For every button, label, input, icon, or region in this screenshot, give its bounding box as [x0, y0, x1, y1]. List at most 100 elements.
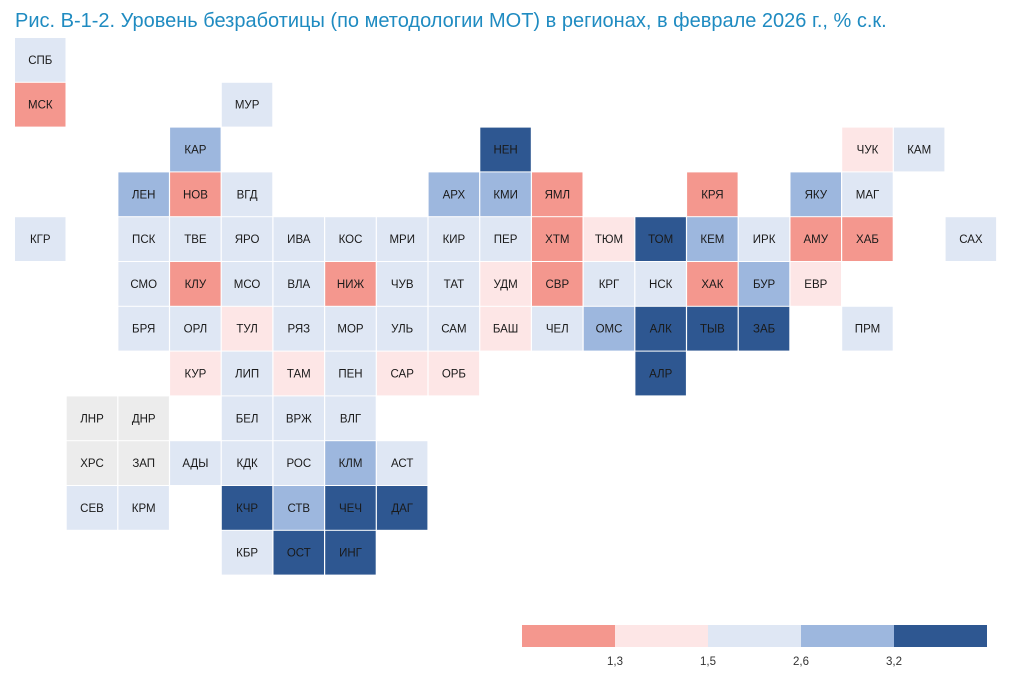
region-tile-rect	[170, 217, 221, 261]
region-tile-rect	[842, 127, 893, 172]
region-tile-СВР: СВР	[532, 262, 583, 306]
region-label: РЯЗ	[287, 324, 310, 336]
region-label: ТУЛ	[236, 324, 258, 336]
region-tile-rect	[66, 441, 118, 485]
region-tile-rect	[221, 172, 273, 217]
region-label: НЕН	[493, 145, 517, 157]
region-label: ЧЕЧ	[339, 503, 362, 515]
region-tile-ЛНР: ЛНР	[66, 396, 118, 441]
region-tile-rect	[687, 172, 738, 217]
region-tile-ПЕР: ПЕР	[480, 217, 531, 261]
tile-grid: СПБ МСК МУР КАР НЕН ЧУК КАМ ЛЕН НОВ ВГД АРХ КМИ ЯМЛ К…	[15, 38, 997, 575]
region-label: ТАТ	[444, 279, 464, 291]
region-tile-ВЛА: ВЛА	[273, 262, 324, 306]
region-tile-rect	[635, 217, 686, 261]
region-label: ЗАП	[132, 458, 155, 470]
region-tile-ВРЖ: ВРЖ	[273, 396, 324, 441]
region-label: САХ	[959, 234, 983, 246]
region-tile-ЯРО: ЯРО	[221, 217, 273, 261]
region-tile-ПРМ: ПРМ	[842, 306, 893, 351]
region-label: ПЕН	[338, 369, 362, 381]
legend-swatch-4	[801, 625, 894, 647]
region-tile-ДАГ: ДАГ	[376, 486, 428, 530]
region-label: САМ	[441, 324, 466, 336]
region-label: КРЯ	[701, 189, 723, 201]
region-label: ТАМ	[287, 369, 311, 381]
region-tile-rect	[273, 262, 324, 306]
region-tile-rect	[635, 351, 686, 396]
region-label: ХТМ	[545, 234, 569, 246]
region-tile-ЯКУ: ЯКУ	[790, 172, 841, 217]
region-label: АСТ	[391, 458, 413, 470]
region-label: ЧЕЛ	[546, 324, 569, 336]
region-tile-rect	[118, 486, 169, 530]
region-tile-rect	[325, 262, 376, 306]
region-tile-rect	[480, 172, 531, 217]
region-label: МОР	[337, 324, 364, 336]
region-tile-rect	[170, 172, 221, 217]
region-tile-rect	[376, 306, 428, 351]
region-tile-rect	[118, 441, 169, 485]
region-tile-РЯЗ: РЯЗ	[273, 306, 324, 351]
region-label: НОВ	[183, 189, 208, 201]
region-tile-ХАК: ХАК	[687, 262, 738, 306]
region-tile-МРИ: МРИ	[376, 217, 428, 261]
region-tile-rect	[687, 262, 738, 306]
region-tile-ХРС: ХРС	[66, 441, 118, 485]
legend-tick-label: 1,3	[607, 656, 623, 668]
region-tile-rect	[376, 351, 428, 396]
region-tile-rect	[273, 351, 324, 396]
region-label: БУР	[753, 279, 776, 291]
region-tile-rect	[428, 306, 480, 351]
region-tile-КРМ: КРМ	[118, 486, 169, 530]
region-label: СТВ	[287, 503, 310, 515]
region-tile-rect	[842, 217, 893, 261]
region-tile-АРХ: АРХ	[428, 172, 480, 217]
region-label: МРИ	[389, 234, 415, 246]
region-tile-rect	[66, 396, 118, 441]
region-tile-БУР: БУР	[738, 262, 790, 306]
region-tile-БАШ: БАШ	[480, 306, 531, 351]
region-label: УДМ	[494, 279, 518, 291]
region-tile-БРЯ: БРЯ	[118, 306, 169, 351]
region-tile-rect	[428, 172, 480, 217]
region-tile-ПЕН: ПЕН	[325, 351, 376, 396]
region-tile-ЧЕЛ: ЧЕЛ	[532, 306, 583, 351]
region-tile-ПСК: ПСК	[118, 217, 169, 261]
region-tile-ИВА: ИВА	[273, 217, 324, 261]
region-label: МСО	[234, 279, 261, 291]
region-tile-rect	[170, 127, 221, 172]
region-tile-rect	[325, 396, 376, 441]
region-tile-ОРЛ: ОРЛ	[170, 306, 221, 351]
region-tile-ТВЕ: ТВЕ	[170, 217, 221, 261]
region-tile-rect	[428, 351, 480, 396]
region-label: СМО	[130, 279, 157, 291]
region-tile-СПБ: СПБ	[15, 38, 66, 82]
region-tile-КИР: КИР	[428, 217, 480, 261]
region-tile-ЯМЛ: ЯМЛ	[532, 172, 583, 217]
legend-tick-label: 2,6	[793, 656, 809, 668]
region-tile-ЕВР: ЕВР	[790, 262, 841, 306]
region-tile-ТУЛ: ТУЛ	[221, 306, 273, 351]
region-tile-УЛЬ: УЛЬ	[376, 306, 428, 351]
region-tile-rect	[118, 396, 169, 441]
region-tile-rect	[738, 262, 790, 306]
region-tile-rect	[170, 306, 221, 351]
region-tile-КРГ: КРГ	[583, 262, 635, 306]
region-label: ЯМЛ	[545, 189, 570, 201]
region-tile-rect	[635, 306, 686, 351]
region-label: ХАБ	[856, 234, 879, 246]
region-tile-МОР: МОР	[325, 306, 376, 351]
region-tile-rect	[170, 262, 221, 306]
region-tile-rect	[273, 486, 324, 530]
region-tile-КЕМ: КЕМ	[687, 217, 738, 261]
region-tile-rect	[376, 262, 428, 306]
region-tile-rect	[635, 262, 686, 306]
region-label: СЕВ	[80, 503, 104, 515]
region-tile-ХАБ: ХАБ	[842, 217, 893, 261]
region-tile-rect	[893, 127, 945, 172]
region-label: АРХ	[443, 189, 466, 201]
region-label: КРМ	[132, 503, 156, 515]
region-tile-rect	[532, 262, 583, 306]
